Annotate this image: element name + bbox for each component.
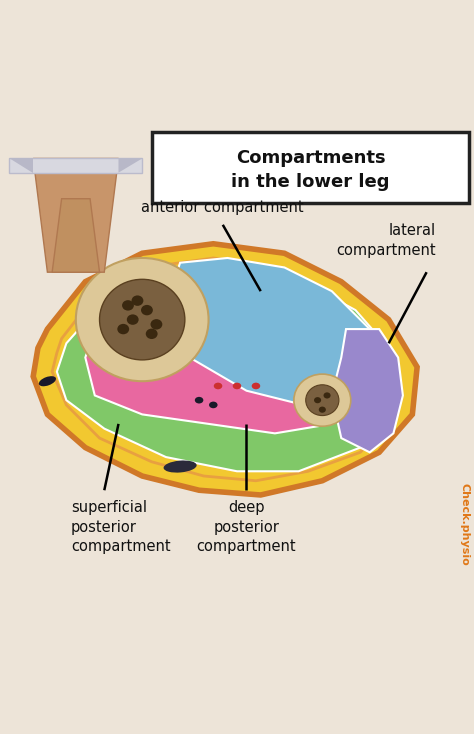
Ellipse shape — [319, 407, 326, 413]
Ellipse shape — [314, 397, 321, 403]
Ellipse shape — [195, 397, 203, 404]
Polygon shape — [161, 258, 379, 405]
Ellipse shape — [131, 295, 143, 306]
Ellipse shape — [39, 376, 56, 386]
FancyBboxPatch shape — [152, 132, 469, 203]
Ellipse shape — [146, 329, 157, 339]
Polygon shape — [57, 272, 393, 471]
Polygon shape — [9, 159, 142, 172]
Polygon shape — [33, 159, 118, 272]
Text: Check.physio: Check.physio — [459, 483, 469, 566]
Ellipse shape — [306, 385, 339, 415]
Ellipse shape — [76, 258, 209, 381]
Ellipse shape — [100, 280, 185, 360]
Text: lateral
compartment: lateral compartment — [337, 223, 436, 258]
Polygon shape — [85, 291, 379, 433]
Text: Compartments
in the lower leg: Compartments in the lower leg — [231, 150, 390, 191]
Polygon shape — [52, 258, 398, 481]
Polygon shape — [33, 244, 417, 495]
Ellipse shape — [122, 300, 134, 310]
Ellipse shape — [209, 401, 218, 408]
Ellipse shape — [294, 374, 351, 426]
Text: superficial
posterior
compartment: superficial posterior compartment — [71, 500, 171, 554]
Text: anterior compartment: anterior compartment — [141, 200, 304, 215]
Ellipse shape — [214, 382, 222, 389]
Polygon shape — [52, 199, 100, 272]
Text: deep
posterior
compartment: deep posterior compartment — [197, 500, 296, 554]
Ellipse shape — [127, 314, 138, 325]
Ellipse shape — [151, 319, 162, 330]
Ellipse shape — [233, 382, 241, 389]
Ellipse shape — [323, 393, 331, 399]
Polygon shape — [118, 159, 142, 172]
Polygon shape — [332, 329, 403, 452]
Ellipse shape — [252, 382, 260, 389]
Polygon shape — [9, 159, 33, 172]
Ellipse shape — [164, 460, 197, 473]
Ellipse shape — [118, 324, 129, 334]
Ellipse shape — [141, 305, 153, 316]
